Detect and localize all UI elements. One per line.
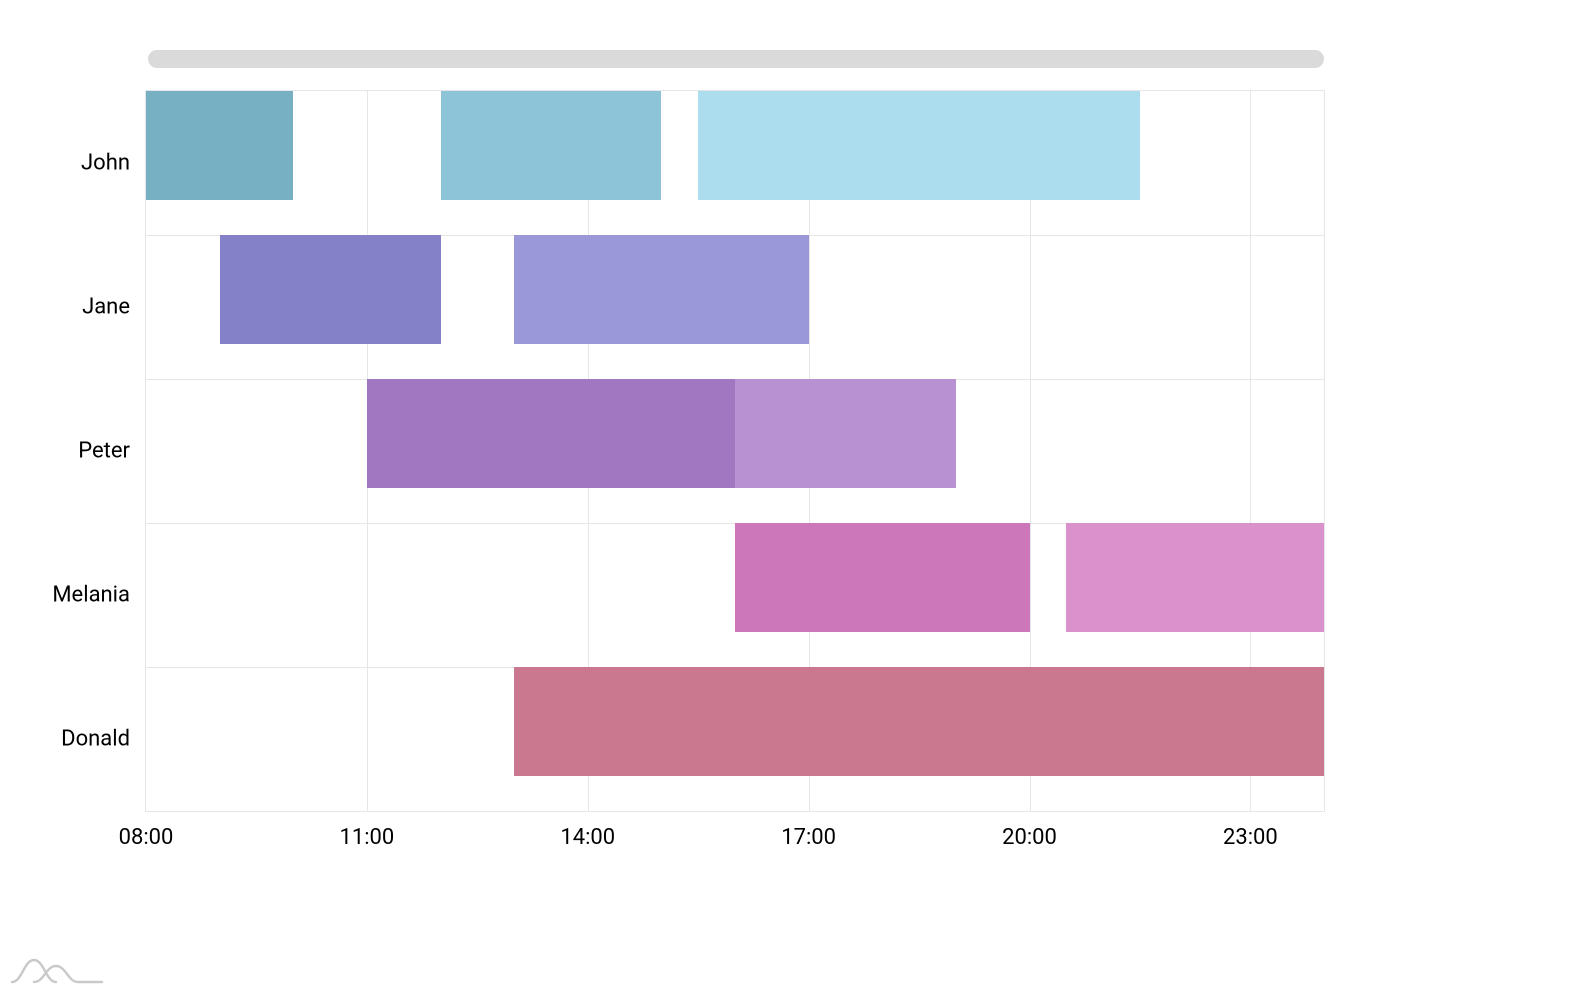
gantt-bar[interactable] [514, 667, 1324, 776]
x-axis-label: 17:00 [781, 825, 836, 850]
x-scrollbar[interactable] [148, 50, 1324, 68]
x-axis-label: 14:00 [560, 825, 615, 850]
gantt-bar[interactable] [441, 91, 662, 200]
y-axis-label: Peter [78, 439, 130, 464]
gantt-bar[interactable] [514, 235, 809, 344]
gantt-bar[interactable] [1066, 523, 1324, 632]
gantt-bar[interactable] [220, 235, 441, 344]
gantt-bar[interactable] [735, 523, 1030, 632]
gantt-bar[interactable] [367, 379, 735, 488]
gantt-bar[interactable] [735, 379, 956, 488]
x-axis-label: 23:00 [1223, 825, 1278, 850]
logo-curve-1 [12, 960, 56, 982]
gantt-chart: John Jane Peter Melania Donald 08:00 11:00 14:0… [0, 0, 1586, 1000]
x-axis-label: 08:00 [119, 825, 174, 850]
y-axis-label: John [81, 151, 130, 176]
y-axis-label: Jane [82, 295, 130, 320]
plot-area: JohnJanePeterMelaniaDonald08:0011:0014:0… [145, 90, 1325, 812]
gantt-bar[interactable] [698, 91, 1140, 200]
gantt-bar[interactable] [146, 91, 293, 200]
amcharts-logo[interactable] [10, 952, 104, 992]
y-axis-label: Donald [61, 727, 130, 752]
x-axis-label: 11:00 [339, 825, 394, 850]
y-axis-label: Melania [52, 583, 130, 608]
x-axis-label: 20:00 [1002, 825, 1057, 850]
